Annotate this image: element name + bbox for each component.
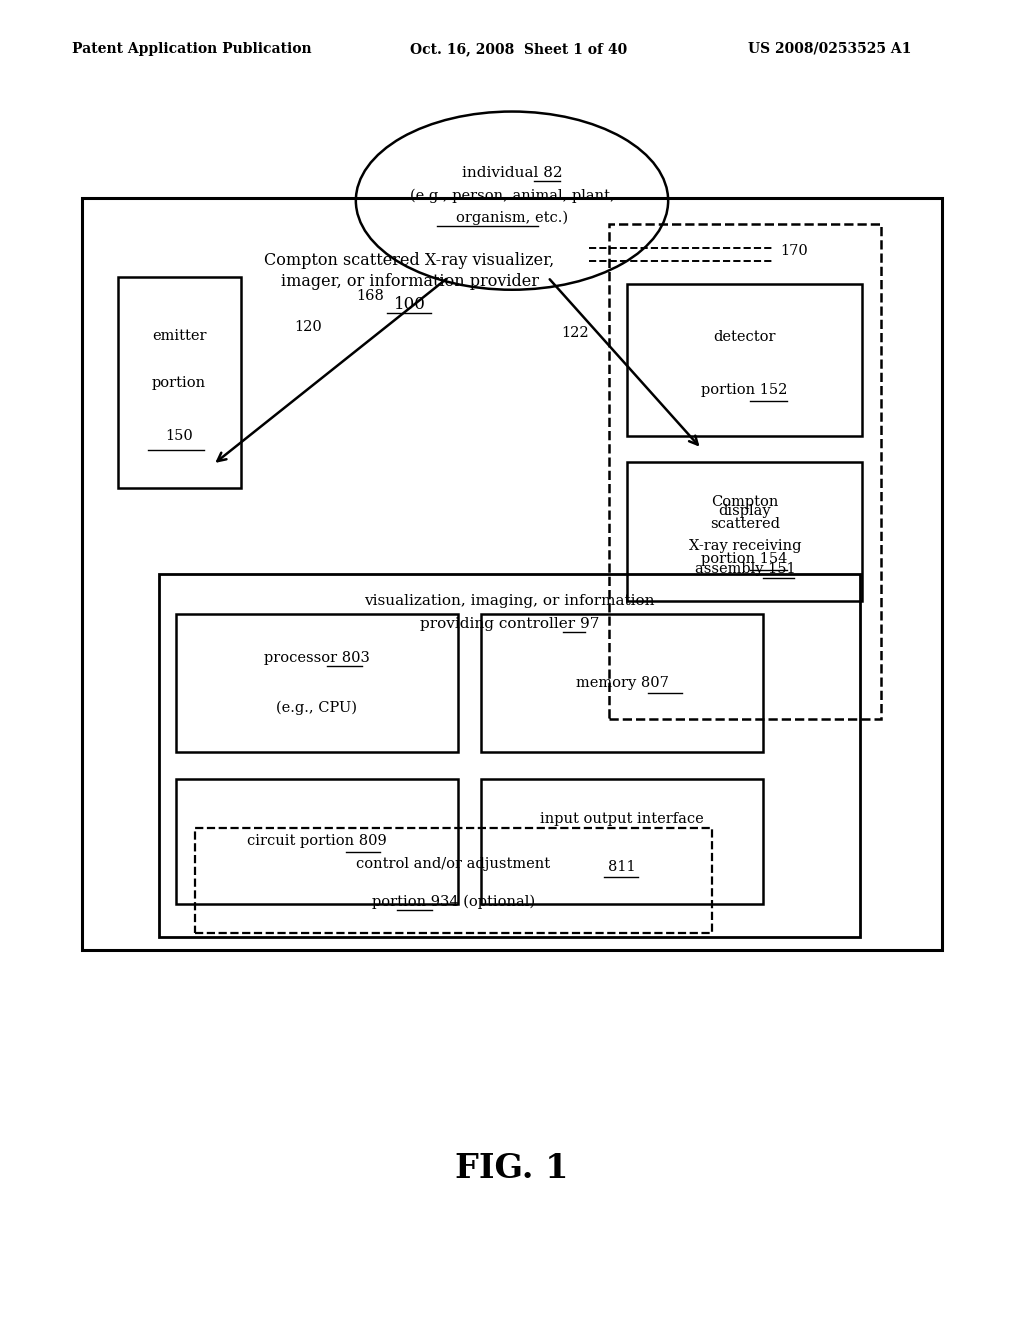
Text: (e.g., person, animal, plant,: (e.g., person, animal, plant, [410,189,614,202]
Text: detector: detector [713,330,776,345]
Text: scattered: scattered [710,517,780,531]
Text: portion 934 (optional): portion 934 (optional) [372,895,535,908]
Text: US 2008/0253525 A1: US 2008/0253525 A1 [748,42,911,55]
Text: providing controller 97: providing controller 97 [420,618,599,631]
Text: imager, or information provider: imager, or information provider [281,273,539,289]
Text: 120: 120 [294,321,322,334]
Text: 170: 170 [780,244,808,257]
Text: assembly 151: assembly 151 [694,562,796,576]
Text: control and/or adjustment: control and/or adjustment [356,857,550,871]
Text: display: display [718,503,771,517]
Text: processor 803: processor 803 [264,651,370,665]
Text: organism, etc.): organism, etc.) [456,211,568,224]
Text: (e.g., CPU): (e.g., CPU) [276,701,357,715]
Text: circuit portion 809: circuit portion 809 [247,834,387,849]
Text: portion 154: portion 154 [701,552,787,566]
Text: input output interface: input output interface [541,812,703,826]
Text: X-ray receiving: X-ray receiving [689,540,801,553]
Text: memory 807: memory 807 [575,676,669,690]
Text: individual 82: individual 82 [462,166,562,180]
Text: 100: 100 [393,297,426,313]
Text: 168: 168 [356,289,384,302]
Text: FIG. 1: FIG. 1 [456,1151,568,1185]
Text: Oct. 16, 2008  Sheet 1 of 40: Oct. 16, 2008 Sheet 1 of 40 [410,42,627,55]
Text: Compton scattered X-ray visualizer,: Compton scattered X-ray visualizer, [264,252,555,268]
Text: portion: portion [153,376,206,389]
Text: emitter: emitter [152,329,207,343]
Text: Patent Application Publication: Patent Application Publication [72,42,311,55]
Text: 122: 122 [561,326,589,339]
Text: visualization, imaging, or information: visualization, imaging, or information [365,594,654,607]
Text: portion 152: portion 152 [701,383,787,397]
Text: 811: 811 [608,859,636,874]
Text: 150: 150 [165,429,194,442]
Text: Compton: Compton [712,495,778,508]
